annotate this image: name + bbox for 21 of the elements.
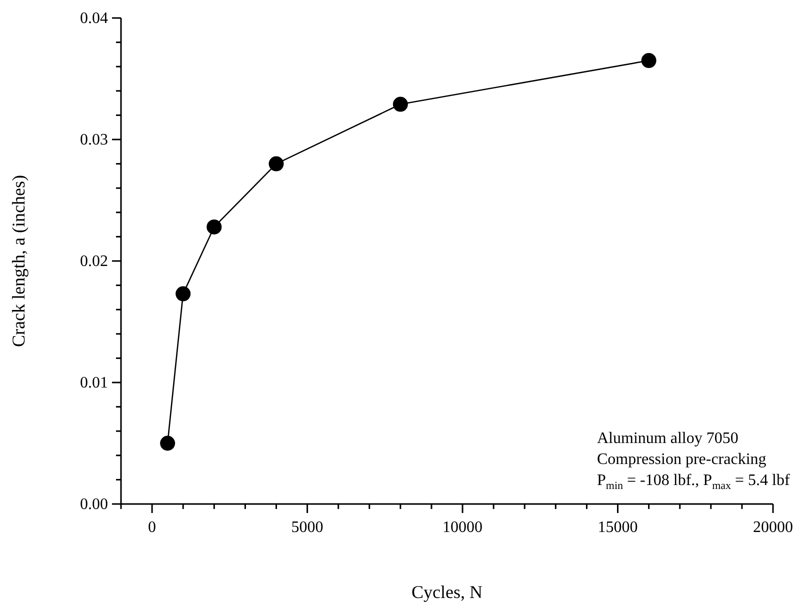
x-tick-label: 0 — [148, 519, 156, 536]
x-tick-label: 15000 — [598, 519, 638, 536]
y-tick-label: 0.01 — [80, 374, 108, 392]
x-tick-label: 5000 — [291, 519, 324, 536]
point — [641, 53, 656, 68]
y-tick-label: 0.00 — [80, 496, 108, 513]
annotation: Aluminum alloy 7050 — [597, 430, 738, 447]
point — [206, 219, 222, 234]
x-axis-title: Cycles, N — [412, 582, 482, 602]
annotation: P$_{min}$ = -108 lbf., P$_{max}$ = 5.4 lbf — [597, 472, 790, 492]
y-tick-label: 0.04 — [80, 10, 108, 27]
point — [160, 436, 176, 451]
point — [268, 156, 284, 172]
annotation: Compression pre-cracking — [597, 451, 766, 468]
x-tick-label: 10000 — [442, 519, 483, 536]
point — [392, 96, 408, 112]
point — [176, 286, 191, 302]
y-tick-label: 0.02 — [80, 253, 108, 270]
x-tick-label: 20000 — [753, 519, 793, 536]
y-tick-label: 0.03 — [80, 132, 108, 148]
y-axis-title: Crack length, a (inches) — [8, 175, 28, 347]
